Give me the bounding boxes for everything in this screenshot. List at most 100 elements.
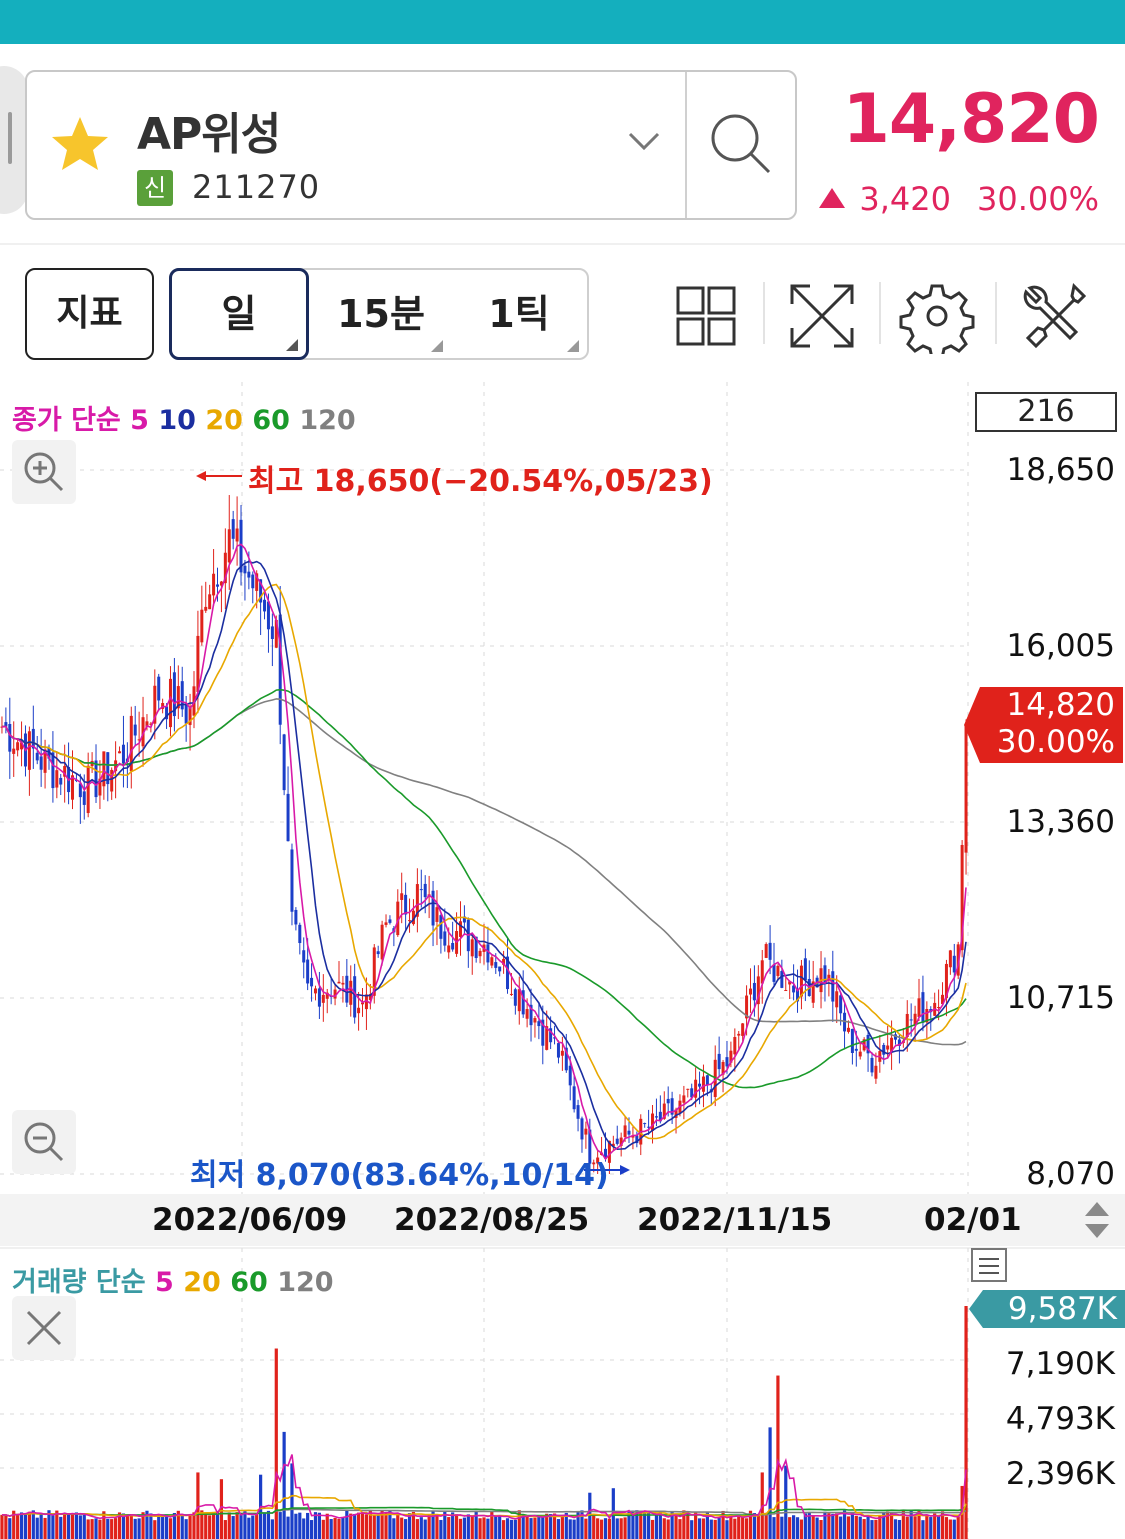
volume-bar	[12, 1510, 16, 1539]
volume-bar	[106, 1518, 110, 1539]
candle-body	[161, 703, 165, 709]
candle-body	[102, 751, 106, 787]
volume-bar	[556, 1519, 561, 1539]
volume-bar	[729, 1514, 733, 1539]
candle-body	[788, 981, 792, 985]
volume-bar	[858, 1516, 862, 1539]
candle-body	[666, 1098, 670, 1104]
volume-bar	[274, 1348, 278, 1539]
volume-bar	[537, 1515, 541, 1539]
volume-bar	[498, 1516, 502, 1539]
candle-body	[905, 1013, 909, 1038]
volume-bar	[788, 1517, 792, 1539]
period-15min-button[interactable]: 15분	[311, 270, 451, 358]
volume-bar	[886, 1511, 890, 1539]
candle-body	[380, 924, 384, 960]
tools-icon[interactable]	[1016, 278, 1092, 354]
candle-body	[82, 791, 86, 805]
volume-bar	[580, 1510, 584, 1539]
candle-body	[498, 966, 502, 972]
volume-bar	[717, 1517, 721, 1539]
period-label: 15분	[337, 292, 425, 336]
candle-body	[121, 744, 125, 764]
legend-ma20: 20	[205, 405, 243, 436]
chart-canvas[interactable]	[0, 382, 1125, 1539]
ma10-line	[1, 560, 967, 1151]
zoom-out-button[interactable]	[12, 1110, 76, 1174]
search-icon[interactable]	[707, 110, 777, 180]
candle-body	[400, 893, 404, 900]
candle-body	[635, 1135, 639, 1144]
volume-bar	[137, 1518, 141, 1539]
candle-body	[827, 974, 831, 979]
volume-bar	[533, 1517, 537, 1539]
candle-body	[20, 742, 24, 750]
indicator-button[interactable]: 지표	[25, 268, 154, 360]
candle-body	[701, 1076, 705, 1092]
volume-bar	[572, 1519, 576, 1539]
candle-body	[168, 678, 172, 728]
volume-bar	[180, 1515, 184, 1539]
stock-name: AP위성	[137, 109, 281, 160]
volume-bar	[345, 1510, 349, 1539]
volume-bar	[815, 1517, 819, 1539]
candle-body	[509, 993, 513, 995]
fullscreen-icon[interactable]	[784, 278, 860, 354]
zoom-in-button[interactable]	[12, 440, 76, 504]
chart-area[interactable]: 종가 단순 5 10 20 60 120 216 18,650 16,005	[0, 382, 1125, 1539]
chevron-down-icon[interactable]	[627, 130, 661, 152]
dropdown-corner-icon	[567, 340, 579, 352]
candle-body	[850, 1028, 854, 1054]
dropdown-corner-icon	[286, 339, 298, 351]
period-tick-button[interactable]: 1틱	[451, 270, 587, 358]
volume-bar	[239, 1514, 243, 1539]
zoom-in-icon	[24, 452, 64, 492]
candle-body	[651, 1113, 655, 1131]
volume-ma5-line	[1, 1454, 967, 1520]
candle-body	[846, 1027, 850, 1032]
grid-icon[interactable]	[668, 278, 744, 354]
candle-body	[196, 635, 200, 692]
volume-bar	[368, 1510, 372, 1539]
volume-bar	[599, 1519, 604, 1539]
volume-bar	[933, 1513, 937, 1539]
volume-bar	[55, 1510, 59, 1539]
candle-count[interactable]: 216	[975, 392, 1117, 432]
candle-body	[349, 980, 353, 1005]
candle-body	[768, 942, 772, 960]
volume-bar	[545, 1513, 549, 1539]
gear-icon[interactable]	[899, 278, 975, 354]
scroll-arrows-icon[interactable]	[1083, 1200, 1111, 1240]
volume-bar	[905, 1516, 909, 1539]
candle-body	[752, 982, 756, 1001]
volume-bar	[662, 1518, 666, 1539]
volume-bar	[948, 1519, 952, 1539]
volume-bar	[490, 1511, 494, 1539]
candle-body	[764, 944, 768, 958]
close-volume-button[interactable]	[12, 1296, 76, 1360]
volume-bar	[313, 1512, 318, 1539]
volume-bar	[70, 1513, 75, 1539]
volume-bar	[8, 1518, 12, 1539]
x-axis[interactable]	[0, 1194, 1125, 1246]
candle-body	[247, 571, 251, 578]
volume-menu-button[interactable]	[971, 1248, 1007, 1282]
stock-selector[interactable]: AP위성 신 211270	[25, 70, 797, 220]
volume-bar	[153, 1520, 157, 1539]
side-drawer-handle[interactable]	[0, 66, 28, 214]
volume-bar	[901, 1510, 905, 1539]
candle-body	[925, 1009, 929, 1023]
volume-bar	[454, 1514, 459, 1539]
period-day-button[interactable]: 일	[169, 268, 309, 360]
volume-bar	[627, 1510, 631, 1539]
candle-body	[110, 769, 114, 792]
volume-bar	[372, 1514, 376, 1539]
change-percent: 30.00%	[976, 180, 1099, 218]
candle-body	[141, 717, 145, 747]
volume-bar	[47, 1510, 51, 1539]
star-icon[interactable]	[49, 114, 111, 176]
y-tick-label: 16,005	[1006, 628, 1115, 664]
volume-bar	[164, 1514, 169, 1539]
volume-bar	[321, 1519, 325, 1539]
